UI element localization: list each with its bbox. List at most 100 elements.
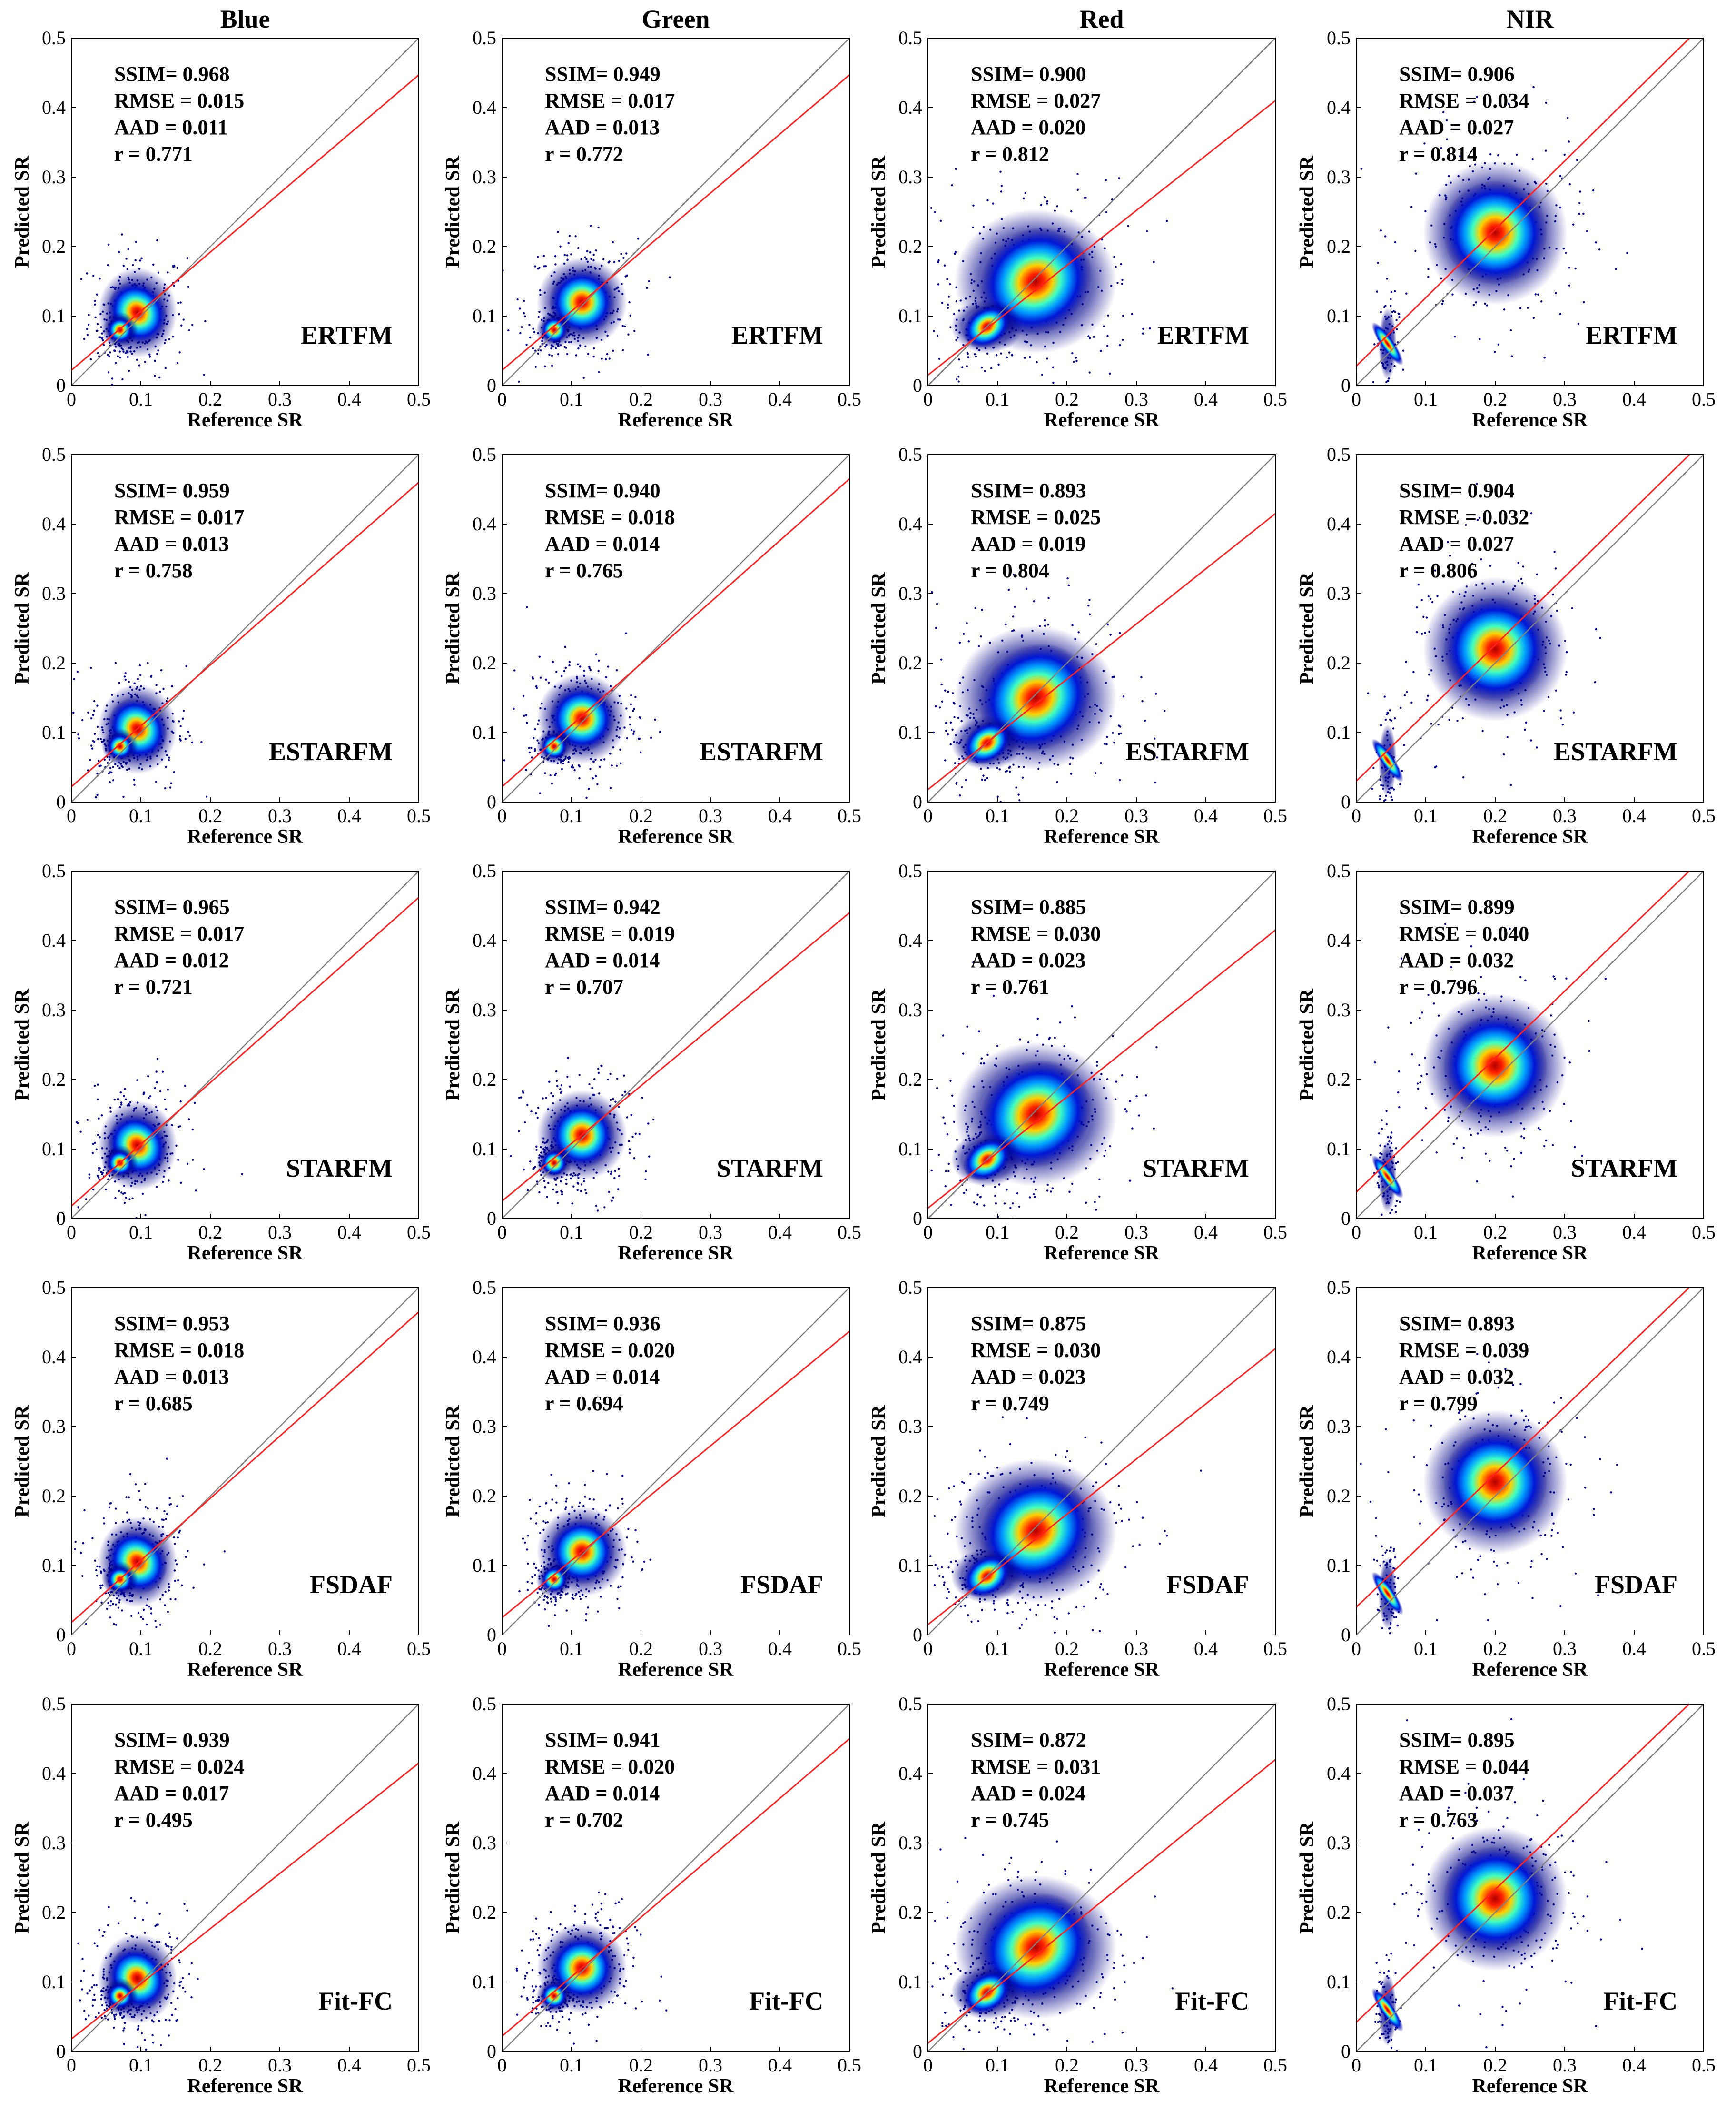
scatter-point [125, 1197, 127, 1199]
scatter-point [559, 245, 562, 248]
scatter-point [1012, 1202, 1014, 1205]
x-tick-label: 0 [1351, 388, 1361, 410]
scatter-point [536, 1117, 539, 1119]
scatter-point [1427, 994, 1430, 996]
scatter-point [144, 361, 146, 363]
scatter-point [639, 751, 642, 753]
scatter-point [1582, 212, 1585, 215]
scatter-point [156, 353, 158, 355]
method-label: ESTARFM [1125, 737, 1249, 766]
scatter-point [182, 318, 185, 321]
scatter-point [1574, 268, 1577, 270]
scatter-point [1402, 349, 1405, 352]
scatter-point [1513, 1158, 1515, 1160]
scatter-point [1599, 637, 1601, 639]
scatter-point [1392, 727, 1395, 730]
scatter-point [184, 1085, 187, 1087]
scatter-point [1122, 338, 1124, 341]
scatter-point [933, 330, 935, 332]
scatter-point [1578, 1166, 1580, 1168]
scatter-point [1387, 1136, 1389, 1139]
scatter-point [1029, 1196, 1031, 1199]
scatter-point [114, 349, 116, 352]
scatter-point [1524, 979, 1527, 981]
scatter-point [1396, 396, 1398, 398]
scatter-point [951, 728, 954, 731]
scatter-point [117, 355, 119, 357]
scatter-point [629, 314, 631, 317]
scatter-point [594, 775, 597, 777]
scatter-point [1414, 250, 1417, 252]
scatter-point [1544, 149, 1547, 152]
scatter-point [623, 1074, 625, 1077]
scatter-point [984, 779, 986, 781]
scatter-point [621, 1094, 624, 1097]
scatter-point [1570, 1120, 1572, 1122]
stat-rmse: RMSE = 0.030 [971, 922, 1101, 945]
scatter-point [98, 1167, 100, 1169]
scatter-point [576, 1181, 579, 1184]
y-axis-label: Predicted SR [442, 988, 464, 1101]
scatter-point [1066, 849, 1068, 851]
scatter-point [980, 367, 983, 369]
y-tick-label: 0.2 [898, 652, 922, 674]
scatter-point [955, 168, 957, 170]
scatter-point [945, 729, 947, 732]
scatter-point [554, 774, 556, 776]
scatter-point [979, 1196, 982, 1198]
scatter-point [1434, 569, 1437, 572]
scatter-point [1493, 351, 1496, 353]
x-tick-label: 0.3 [699, 805, 722, 826]
scatter-point [97, 1133, 99, 1136]
scatter-point [111, 377, 114, 380]
plot-area [71, 38, 419, 386]
scatter-point [191, 324, 194, 326]
scatter-point [1373, 343, 1376, 346]
scatter-point [1504, 1146, 1507, 1149]
stat-rmse: RMSE = 0.017 [114, 922, 244, 945]
scatter-point [925, 721, 927, 723]
scatter-point [96, 772, 99, 775]
scatter-point [998, 768, 1001, 771]
identity-line [71, 871, 419, 1219]
identity-line [502, 455, 849, 802]
scatter-point [1372, 381, 1375, 384]
scatter-point [1367, 692, 1370, 694]
scatter-point [644, 1178, 647, 1181]
x-tick-label: 0.5 [838, 1221, 861, 1243]
scatter-point [131, 1197, 134, 1199]
y-tick-label: 0.1 [898, 722, 922, 743]
scatter-point [1131, 1127, 1134, 1130]
scatter-point [86, 272, 88, 275]
stat-r: r = 0.806 [1399, 559, 1478, 582]
x-tick-label: 0 [497, 1221, 507, 1243]
scatter-point [995, 1202, 997, 1205]
scatter-point [1459, 155, 1461, 158]
scatter-point [555, 1191, 558, 1193]
scatter-point [592, 355, 595, 358]
scatter-point [1446, 138, 1448, 140]
y-tick-label: 0.2 [1327, 236, 1351, 257]
scatter-point [568, 664, 571, 667]
scatter-point [1554, 978, 1556, 980]
scatter-point [650, 736, 652, 739]
scatter-point [1531, 158, 1534, 160]
scatter-point [1379, 795, 1381, 797]
scatter-point [555, 772, 557, 775]
scatter-point [590, 224, 592, 227]
plot-area [502, 38, 849, 386]
scatter-point [941, 700, 944, 703]
scatter-point [80, 278, 83, 280]
scatter-point [1411, 1053, 1413, 1056]
x-tick-label: 0.5 [838, 805, 861, 826]
y-tick-label: 0 [913, 375, 922, 396]
scatter-point [1579, 190, 1581, 193]
scatter-point [549, 774, 552, 777]
scatter-point [1389, 305, 1392, 307]
scatter-point [154, 359, 156, 362]
scatter-point [96, 793, 99, 796]
scatter-point [1473, 100, 1476, 103]
scatter-point [173, 771, 176, 773]
scatter-point [1398, 316, 1401, 318]
scatter-point [939, 219, 942, 222]
